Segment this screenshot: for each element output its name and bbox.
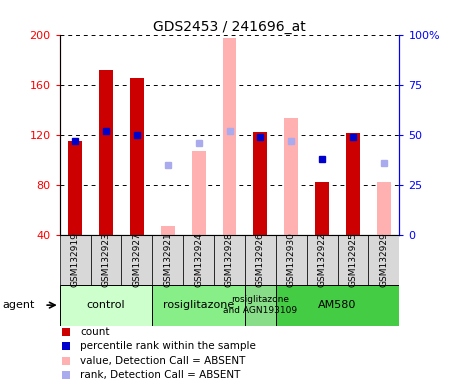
Bar <box>60 285 152 326</box>
Text: GSM132927: GSM132927 <box>132 232 141 287</box>
Text: percentile rank within the sample: percentile rank within the sample <box>80 341 256 351</box>
Bar <box>377 182 391 235</box>
Text: rank, Detection Call = ABSENT: rank, Detection Call = ABSENT <box>80 370 241 380</box>
Text: GSM132924: GSM132924 <box>194 232 203 287</box>
Bar <box>60 235 90 285</box>
Bar <box>276 285 399 326</box>
Bar <box>223 38 236 235</box>
Title: GDS2453 / 241696_at: GDS2453 / 241696_at <box>153 20 306 33</box>
Bar <box>161 226 175 235</box>
Bar <box>192 151 206 235</box>
Bar <box>369 235 399 285</box>
Text: GSM132919: GSM132919 <box>71 232 79 287</box>
Text: control: control <box>87 300 125 310</box>
Text: GSM132921: GSM132921 <box>163 232 172 287</box>
Bar <box>346 133 360 235</box>
Text: rosiglitazone
and AGN193109: rosiglitazone and AGN193109 <box>224 295 297 315</box>
Text: GSM132923: GSM132923 <box>101 232 111 287</box>
Text: rosiglitazone: rosiglitazone <box>163 300 234 310</box>
Bar <box>276 235 307 285</box>
Bar <box>122 235 152 285</box>
Bar <box>130 78 144 235</box>
Bar <box>99 70 113 235</box>
Bar <box>245 235 276 285</box>
Text: agent: agent <box>3 300 35 310</box>
Bar <box>183 235 214 285</box>
Bar <box>214 235 245 285</box>
Bar <box>284 118 298 235</box>
Bar <box>253 132 267 235</box>
Bar <box>315 182 329 235</box>
Bar <box>152 285 245 326</box>
Text: GSM132922: GSM132922 <box>318 232 327 287</box>
Text: GSM132928: GSM132928 <box>225 232 234 287</box>
Text: count: count <box>80 327 110 337</box>
Text: value, Detection Call = ABSENT: value, Detection Call = ABSENT <box>80 356 246 366</box>
Bar <box>245 285 276 326</box>
Bar <box>68 141 82 235</box>
Bar <box>152 235 183 285</box>
Bar <box>337 235 369 285</box>
Text: GSM132930: GSM132930 <box>287 232 296 287</box>
Bar <box>307 235 337 285</box>
Text: GSM132929: GSM132929 <box>380 232 388 287</box>
Bar <box>90 235 122 285</box>
Text: AM580: AM580 <box>319 300 357 310</box>
Text: GSM132926: GSM132926 <box>256 232 265 287</box>
Text: GSM132925: GSM132925 <box>348 232 358 287</box>
